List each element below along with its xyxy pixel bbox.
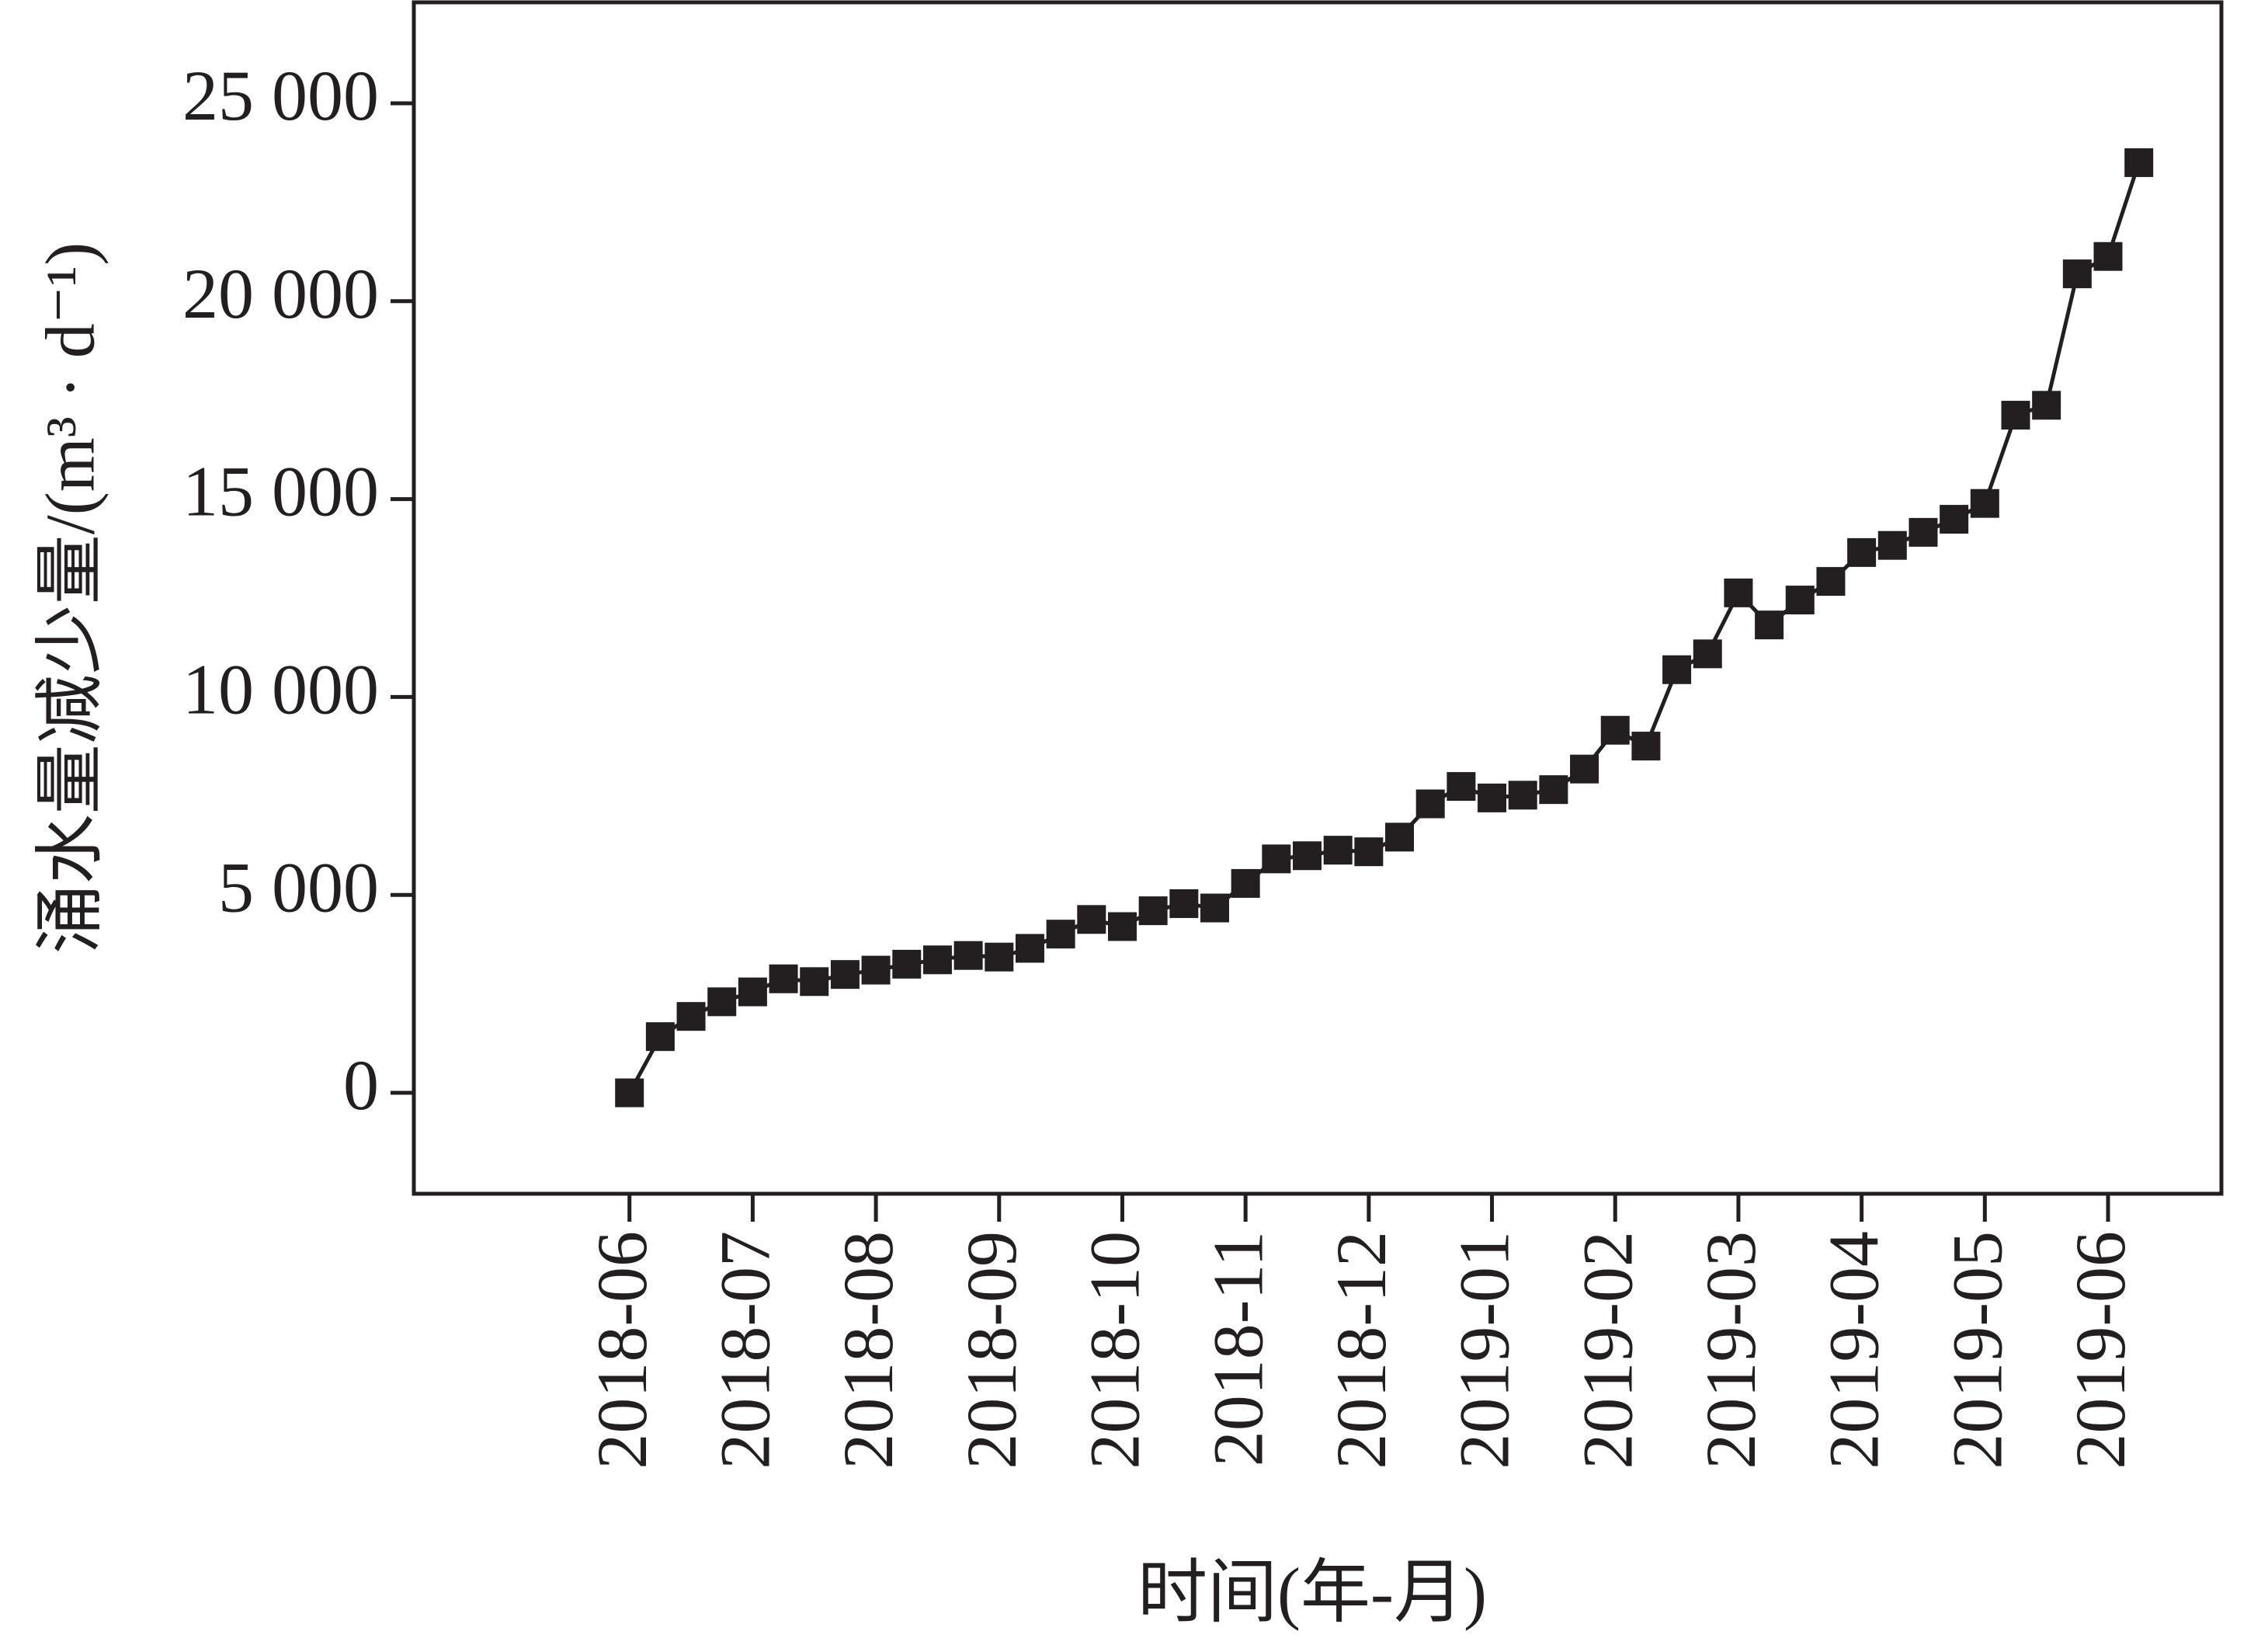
data-point <box>1816 567 1846 596</box>
data-point <box>676 1002 706 1031</box>
data-point <box>1478 783 1507 812</box>
data-point <box>1231 868 1260 898</box>
data-point <box>1077 905 1106 934</box>
data-point <box>1200 893 1229 923</box>
x-tick-label: 2018-09 <box>952 1231 1031 1469</box>
data-point <box>1877 530 1907 560</box>
x-tick-label: 2019-06 <box>2061 1231 2140 1469</box>
data-point <box>2062 259 2092 289</box>
data-point <box>1508 781 1537 810</box>
data-point <box>1447 772 1476 802</box>
x-tick-label: 2018-08 <box>828 1231 908 1469</box>
x-tick-label: 2018-06 <box>582 1231 662 1469</box>
data-point <box>1293 841 1322 871</box>
x-tick-label: 2019-05 <box>1937 1231 2016 1469</box>
x-tick-label: 2019-01 <box>1445 1231 1524 1469</box>
y-tick-label: 0 <box>343 1045 379 1125</box>
data-point <box>1631 732 1661 761</box>
data-point <box>830 960 860 989</box>
data-point <box>1693 639 1722 669</box>
data-point <box>892 949 922 979</box>
data-point <box>1785 586 1815 615</box>
plot-frame <box>412 0 2224 1196</box>
data-point <box>738 977 767 1007</box>
x-tick-label: 2019-03 <box>1691 1231 1770 1469</box>
y-tick-label: 10 000 <box>182 650 379 729</box>
data-point <box>769 964 798 993</box>
data-point <box>1909 517 1938 547</box>
data-point <box>1940 505 1969 534</box>
data-point <box>645 1022 675 1052</box>
data-point <box>922 945 952 975</box>
x-tick-label: 2018-10 <box>1075 1231 1155 1469</box>
y-tick-label: 20 000 <box>182 254 379 333</box>
data-point <box>2001 401 2030 430</box>
data-point <box>1169 889 1199 918</box>
x-tick-label: 2018-12 <box>1322 1231 1401 1469</box>
data-point <box>1539 775 1568 805</box>
data-line <box>627 162 2141 1094</box>
data-point <box>1138 896 1168 926</box>
y-tick-label: 15 000 <box>182 452 379 531</box>
data-point <box>1107 912 1137 941</box>
data-point <box>1385 823 1415 852</box>
data-point <box>1724 578 1753 607</box>
data-point <box>707 987 737 1017</box>
data-point <box>2124 148 2154 177</box>
data-point <box>1262 844 1291 874</box>
y-axis-label: 涌水量减少量/(m³ · d⁻¹) <box>33 242 109 954</box>
data-point <box>615 1078 644 1108</box>
data-point <box>1662 655 1692 684</box>
data-point <box>1970 489 1999 518</box>
data-point <box>1015 934 1044 963</box>
x-tick-label: 2018-11 <box>1198 1231 1277 1466</box>
y-tick-label: 5 000 <box>218 847 379 927</box>
data-point <box>1354 837 1384 867</box>
data-point <box>1323 836 1353 865</box>
data-point <box>2093 242 2123 271</box>
data-point <box>861 955 891 985</box>
data-point <box>1046 920 1075 949</box>
data-point <box>1415 789 1445 819</box>
data-point <box>2032 391 2061 420</box>
x-tick-label: 2019-04 <box>1815 1231 1894 1469</box>
data-point <box>1847 537 1877 567</box>
x-tick-label: 2018-07 <box>706 1231 785 1469</box>
data-point <box>1755 610 1784 640</box>
data-point <box>953 941 983 970</box>
y-tick-label: 25 000 <box>182 56 379 135</box>
data-point <box>800 967 829 996</box>
data-point <box>1600 715 1630 745</box>
x-tick-label: 2019-02 <box>1568 1231 1647 1469</box>
data-point <box>1570 754 1599 784</box>
x-axis-label: 时间(年-月) <box>1137 1555 1487 1632</box>
data-point <box>985 942 1014 972</box>
